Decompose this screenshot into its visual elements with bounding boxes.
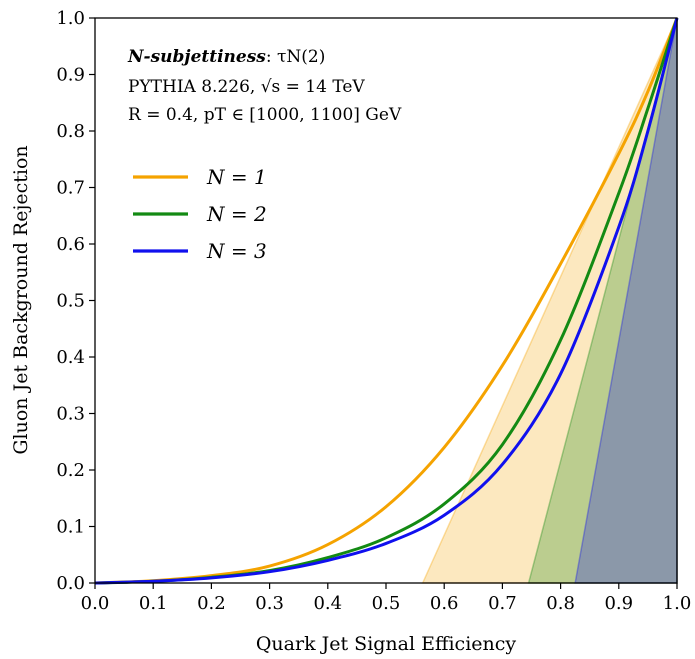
y-tick-label: 0.6 bbox=[56, 234, 85, 255]
y-tick-label: 0.3 bbox=[56, 404, 85, 425]
annotation-block: N-subjettiness: τN(2) PYTHIA 8.226, √s =… bbox=[127, 47, 402, 125]
y-axis-ticks: 0.0 0.1 0.2 0.3 0.4 0.5 0.6 0.7 0.8 0.9 1.0 bbox=[56, 8, 95, 594]
x-tick-label: 0.1 bbox=[139, 593, 168, 614]
roc-curves bbox=[94, 17, 679, 585]
y-tick-label: 0.8 bbox=[56, 121, 85, 142]
annotation-title-bold: N-subjettiness bbox=[127, 47, 266, 67]
y-tick-label: 1.0 bbox=[56, 8, 85, 29]
y-tick-label: 0.2 bbox=[56, 460, 85, 481]
x-axis-ticks: 0.0 0.1 0.2 0.3 0.4 0.5 0.6 0.7 0.8 0.9 1.0 bbox=[81, 583, 692, 614]
curve-3 bbox=[94, 17, 679, 585]
y-tick-label: 0.7 bbox=[56, 178, 85, 199]
x-tick-label: 0.5 bbox=[372, 593, 401, 614]
x-tick-label: 0.0 bbox=[81, 593, 110, 614]
x-axis-label: Quark Jet Signal Efficiency bbox=[256, 633, 517, 655]
x-tick-label: 0.3 bbox=[255, 593, 284, 614]
annotation-title-rest: : τN(2) bbox=[266, 47, 326, 67]
x-tick-label: 1.0 bbox=[663, 593, 692, 614]
legend-label-3: N = 3 bbox=[206, 239, 267, 263]
legend-label-2: N = 2 bbox=[206, 202, 267, 226]
x-tick-label: 0.7 bbox=[488, 593, 517, 614]
y-tick-label: 0.9 bbox=[56, 65, 85, 86]
curve-1 bbox=[94, 17, 679, 585]
y-tick-label: 0.5 bbox=[56, 291, 85, 312]
x-tick-label: 0.6 bbox=[430, 593, 459, 614]
svg-text:N-subjettiness: τN(2): N-subjettiness: τN(2) bbox=[127, 47, 325, 67]
x-tick-label: 0.8 bbox=[546, 593, 575, 614]
annotation-kinematics: R = 0.4, pT ∈ [1000, 1100] GeV bbox=[128, 105, 402, 125]
legend: N = 1 N = 2 N = 3 bbox=[133, 165, 267, 263]
legend-label-1: N = 1 bbox=[206, 165, 267, 189]
y-axis-label: Gluon Jet Background Rejection bbox=[10, 145, 32, 454]
y-tick-label: 0.1 bbox=[56, 517, 85, 538]
x-tick-label: 0.9 bbox=[604, 593, 633, 614]
x-tick-label: 0.4 bbox=[313, 593, 342, 614]
x-tick-label: 0.2 bbox=[197, 593, 226, 614]
annotation-generator: PYTHIA 8.226, √s = 14 TeV bbox=[128, 77, 365, 97]
y-tick-label: 0.4 bbox=[56, 347, 85, 368]
uncertainty-bands bbox=[421, 17, 678, 584]
y-tick-label: 0.0 bbox=[56, 573, 85, 594]
